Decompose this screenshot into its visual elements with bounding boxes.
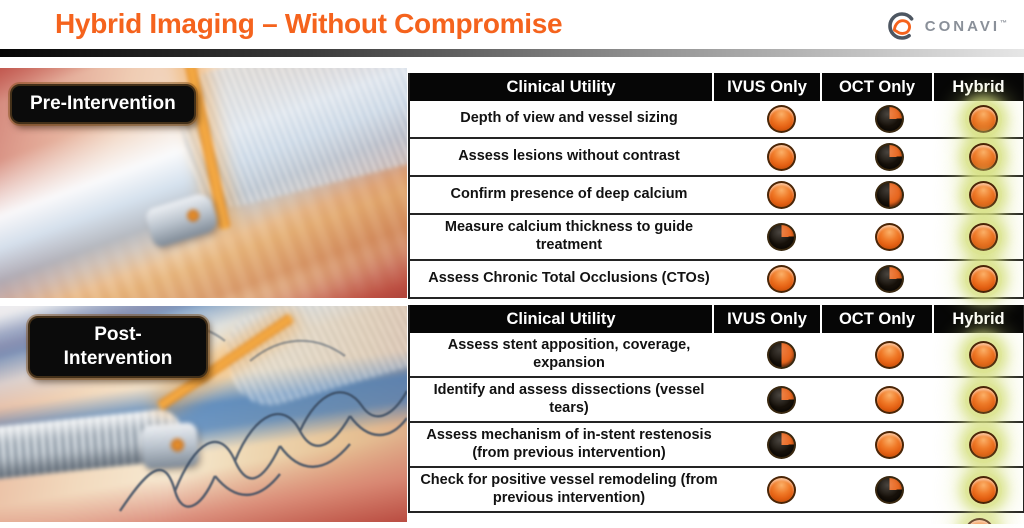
column-header-ivus-only: IVUS Only <box>712 73 820 101</box>
table-row: Identify and assess dissections (vessel … <box>410 378 1023 423</box>
column-header-oct-only: OCT Only <box>820 73 932 101</box>
hybrid-rating-cell <box>944 177 1023 213</box>
capability-dot-icon <box>874 475 904 504</box>
ivus-rating-cell <box>728 261 834 297</box>
ivus-rating-cell <box>728 468 834 511</box>
pre-intervention-label: Pre-Intervention <box>10 84 196 124</box>
table-row: Assess stent apposition, coverage, expan… <box>410 333 1023 378</box>
pre-intervention-illustration: Pre-Intervention <box>0 68 407 298</box>
hybrid-rating-cell <box>944 261 1023 297</box>
column-header-hybrid: Hybrid <box>932 73 1023 101</box>
capability-dot-icon <box>874 430 904 459</box>
capability-dot-icon <box>969 265 998 293</box>
capability-dot-icon <box>766 143 796 171</box>
capability-dot-icon <box>969 385 998 414</box>
post-intervention-label: Post- Intervention <box>28 316 208 378</box>
trademark-symbol: ™ <box>1000 19 1010 27</box>
oct-rating-cell <box>834 468 944 511</box>
oct-rating-cell <box>834 101 944 137</box>
capability-dot-icon <box>969 340 998 369</box>
hybrid-rating-cell <box>944 215 1023 259</box>
clinical-utility-cell: Confirm presence of deep calcium <box>450 186 688 203</box>
ivus-rating-cell <box>728 139 834 175</box>
capability-dot-icon <box>766 223 796 251</box>
hybrid-rating-cell <box>944 101 1023 137</box>
oct-rating-cell <box>834 177 944 213</box>
capability-dot-icon <box>766 475 796 504</box>
column-header-ivus-only: IVUS Only <box>712 305 820 333</box>
capability-dot-icon <box>766 181 796 209</box>
capability-dot-icon <box>874 223 904 251</box>
oct-rating-cell <box>834 333 944 376</box>
table-row: Assess mechanism of in-stent restenosis … <box>410 423 1023 468</box>
ivus-rating-cell <box>728 177 834 213</box>
post-intervention-illustration: Post- Intervention <box>0 306 407 522</box>
capability-dot-icon <box>874 181 904 209</box>
capability-dot-icon <box>766 340 796 369</box>
clinical-utility-cell: Check for positive vessel remodeling (fr… <box>420 471 718 506</box>
table-row: Assess lesions without contrast <box>410 139 1023 177</box>
clinical-utility-cell: Assess lesions without contrast <box>458 148 680 165</box>
clinical-utility-cell: Identify and assess dissections (vessel … <box>433 381 705 416</box>
hybrid-rating-cell <box>944 423 1023 466</box>
hybrid-rating-cell <box>944 333 1023 376</box>
comparison-tables: Clinical Utility IVUS Only OCT Only Hybr… <box>408 73 1024 524</box>
hybrid-rating-cell <box>944 378 1023 421</box>
capability-dot-icon <box>874 340 904 369</box>
clinical-utility-cell: Assess stent apposition, coverage, expan… <box>447 336 691 371</box>
conavi-logo-icon <box>887 12 916 40</box>
capability-dot-icon <box>965 518 994 524</box>
clinical-utility-cell: Measure calcium thickness to guide treat… <box>444 219 694 253</box>
capability-dot-icon <box>766 265 796 293</box>
column-header-oct-only: OCT Only <box>820 305 932 333</box>
ivus-rating-cell <box>728 423 834 466</box>
table-row: Measure calcium thickness to guide treat… <box>410 215 1023 261</box>
title-divider-bar <box>0 49 1024 57</box>
capability-dot-icon <box>874 385 904 414</box>
post-label-line2: Intervention <box>63 347 173 369</box>
hybrid-rating-cell <box>944 139 1023 175</box>
ivus-rating-cell <box>728 215 834 259</box>
ivus-rating-cell <box>728 378 834 421</box>
oct-rating-cell <box>834 378 944 421</box>
column-header-clinical-utility: Clinical Utility <box>506 77 616 96</box>
post-label-line1: Post- <box>94 324 142 345</box>
capability-dot-icon <box>874 143 904 171</box>
oct-rating-cell <box>834 215 944 259</box>
table-row: Assess Chronic Total Occlusions (CTOs) <box>410 261 1023 299</box>
table-header-row: Clinical Utility IVUS Only OCT Only Hybr… <box>410 73 1023 101</box>
capability-dot-icon <box>969 430 998 459</box>
ivus-rating-cell <box>728 101 834 137</box>
oct-rating-cell <box>834 139 944 175</box>
column-header-clinical-utility: Clinical Utility <box>506 309 616 328</box>
capability-dot-icon <box>969 475 998 504</box>
capability-dot-icon <box>969 223 998 251</box>
capability-dot-icon <box>969 181 998 209</box>
capability-dot-icon <box>766 430 796 459</box>
oct-rating-cell <box>834 423 944 466</box>
capability-dot-icon <box>874 265 904 293</box>
clinical-utility-cell: Depth of view and vessel sizing <box>460 110 678 127</box>
table-row: Depth of view and vessel sizing <box>410 101 1023 139</box>
conavi-logo: CONAVI™ <box>886 10 1010 42</box>
capability-dot-icon <box>766 105 796 133</box>
logo-wordmark: CONAVI™ <box>924 17 1010 35</box>
page-title: Hybrid Imaging – Without Compromise <box>55 8 563 39</box>
capability-dot-icon <box>766 385 796 414</box>
table-row: Confirm presence of deep calcium <box>410 177 1023 215</box>
clinical-utility-cell: Assess mechanism of in-stent restenosis … <box>426 426 712 461</box>
hybrid-rating-cell <box>944 468 1023 511</box>
table-row: Check for positive vessel remodeling (fr… <box>410 468 1023 513</box>
table-header-row: Clinical Utility IVUS Only OCT Only Hybr… <box>410 305 1023 333</box>
capability-dot-icon <box>874 105 904 133</box>
capability-dot-icon <box>969 143 998 171</box>
oct-rating-cell <box>834 261 944 297</box>
pre-intervention-table: Clinical Utility IVUS Only OCT Only Hybr… <box>408 73 1024 299</box>
column-header-hybrid: Hybrid <box>932 305 1023 333</box>
clinical-utility-cell: Assess Chronic Total Occlusions (CTOs) <box>428 270 710 287</box>
capability-dot-icon <box>969 105 998 133</box>
post-intervention-table: Clinical Utility IVUS Only OCT Only Hybr… <box>408 305 1024 513</box>
cropped-next-row <box>408 513 1024 524</box>
ivus-rating-cell <box>728 333 834 376</box>
